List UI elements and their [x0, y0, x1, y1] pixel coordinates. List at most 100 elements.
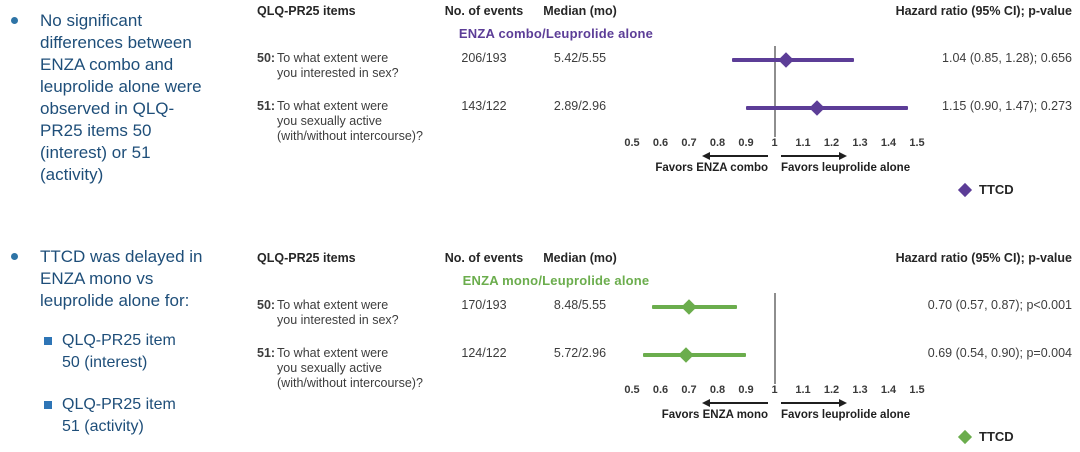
- axis-tick-label: 0.6: [652, 384, 669, 396]
- arrow-shaft: [781, 402, 841, 404]
- axis-tick-label: 1.2: [823, 384, 840, 396]
- column-header-median: Median (mo): [543, 251, 617, 265]
- square-bullet-icon: [44, 401, 52, 409]
- forest-panel: QLQ-PR25 items No. of events Median (mo) Ha…: [0, 0, 1080, 205]
- row-item-label: 51: To what extent were you sexually acti…: [257, 99, 467, 144]
- row-item-number: 51:: [257, 99, 276, 113]
- bullet-no-significant-differences: No significant differences between ENZA …: [40, 11, 202, 184]
- row-events-value: 124/122: [461, 346, 507, 360]
- hazard-ratio-diamond-icon: [681, 299, 697, 315]
- axis-tick-label: 0.5: [624, 137, 640, 149]
- row-events-value: 206/193: [461, 51, 507, 65]
- favors-right-group: Favors leuprolide alone: [781, 152, 981, 174]
- sub-bullet-item-51: QLQ-PR25 item 51 (activity): [62, 396, 176, 435]
- row-item-number: 50:: [257, 51, 276, 65]
- ttcd-legend: TTCD: [957, 429, 1014, 444]
- row-item-question: To what extent were you interested in se…: [277, 298, 399, 327]
- favors-right-arrow-icon: [781, 152, 847, 160]
- axis-tick-label: 1.1: [795, 384, 811, 396]
- favors-left-group: Favors ENZA combo: [568, 152, 768, 174]
- axis-tick-label: 0.7: [681, 384, 697, 396]
- row-median-value: 2.89/2.96: [553, 99, 607, 113]
- reference-line: [773, 293, 776, 384]
- favors-right-label: Favors leuprolide alone: [781, 409, 911, 421]
- bullet-dot-icon: [11, 17, 18, 24]
- comparison-subtitle: ENZA mono/Leuprolide alone: [462, 273, 650, 288]
- arrow-head: [839, 399, 847, 407]
- row-item-label: 50: To what extent were you interested in…: [257, 298, 467, 328]
- confidence-interval-line: [746, 106, 909, 110]
- row-events-value: 170/193: [461, 298, 507, 312]
- axis-tick-label: 1.2: [823, 137, 840, 149]
- axis-tick-label: 1.5: [909, 384, 925, 396]
- reference-line: [773, 46, 776, 137]
- row-hazard-ratio-value: 1.04 (0.85, 1.28); 0.656: [942, 51, 1072, 65]
- axis-tick-label: 0.5: [624, 384, 640, 396]
- axis-tick-label: 1: [771, 137, 778, 149]
- arrow-shaft: [781, 155, 841, 157]
- bullet-dot-icon: [11, 253, 18, 260]
- column-header-hazard-ratio: Hazard ratio (95% CI); p-value: [895, 4, 1072, 18]
- axis-tick-label: 1.5: [909, 137, 925, 149]
- row-item-label: 50: To what extent were you interested in…: [257, 51, 467, 81]
- column-header-events: No. of events: [444, 251, 524, 265]
- hazard-ratio-diamond-icon: [809, 100, 826, 116]
- row-item-number: 50:: [257, 298, 276, 312]
- row-events-value: 143/122: [461, 99, 507, 113]
- axis-tick-label: 1.4: [880, 137, 897, 149]
- axis-tick-label: 1.4: [880, 384, 897, 396]
- comparison-subtitle: ENZA combo/Leuprolide alone: [458, 26, 654, 41]
- axis-tick-label: 1.3: [852, 384, 868, 396]
- axis-tick-label: 1: [771, 384, 778, 396]
- row-median-value: 5.42/5.55: [553, 51, 607, 65]
- row-item-question: To what extent were you sexually active …: [277, 99, 423, 143]
- column-header-median: Median (mo): [543, 4, 617, 18]
- column-header-items: QLQ-PR25 items: [257, 251, 356, 265]
- arrow-head: [839, 152, 847, 160]
- axis-tick-label: 0.8: [709, 384, 726, 396]
- favors-left-group: Favors ENZA mono: [568, 399, 768, 421]
- row-item-question: To what extent were you interested in se…: [277, 51, 399, 80]
- arrow-head: [702, 399, 710, 407]
- arrow-shaft: [708, 402, 768, 404]
- favors-left-arrow-icon: [702, 152, 768, 160]
- axis-tick-label: 0.8: [709, 137, 726, 149]
- favors-left-label: Favors ENZA mono: [661, 409, 768, 421]
- ttcd-legend-label: TTCD: [979, 182, 1014, 197]
- column-header-events: No. of events: [444, 4, 524, 18]
- axis-tick-label: 1.3: [852, 137, 868, 149]
- confidence-interval-line: [643, 353, 746, 357]
- hazard-ratio-diamond-icon: [778, 52, 794, 68]
- row-item-question: To what extent were you sexually active …: [277, 346, 423, 390]
- row-median-value: 8.48/5.55: [553, 298, 607, 312]
- favors-left-label: Favors ENZA combo: [655, 162, 768, 174]
- axis-tick-label: 1.1: [795, 137, 811, 149]
- ttcd-diamond-icon: [957, 429, 973, 444]
- bullet-ttcd-delayed: TTCD was delayed in ENZA mono vs leuprol…: [40, 247, 203, 310]
- axis-tick-label: 0.9: [738, 384, 754, 396]
- column-header-items: QLQ-PR25 items: [257, 4, 356, 18]
- favors-right-group: Favors leuprolide alone: [781, 399, 981, 421]
- ttcd-diamond-icon: [957, 182, 973, 197]
- axis-tick-label: 0.9: [738, 137, 754, 149]
- row-hazard-ratio-value: 0.70 (0.57, 0.87); p<0.001: [927, 298, 1072, 312]
- ttcd-legend: TTCD: [957, 182, 1014, 197]
- row-item-number: 51:: [257, 346, 276, 360]
- axis-tick-label: 0.6: [652, 137, 669, 149]
- arrow-shaft: [708, 155, 768, 157]
- ttcd-legend-label: TTCD: [979, 429, 1014, 444]
- column-header-hazard-ratio: Hazard ratio (95% CI); p-value: [895, 251, 1072, 265]
- sub-bullet-item-50: QLQ-PR25 item 50 (interest): [62, 332, 176, 371]
- row-item-label: 51: To what extent were you sexually acti…: [257, 346, 467, 391]
- row-hazard-ratio-value: 1.15 (0.90, 1.47); 0.273: [942, 99, 1072, 113]
- hazard-ratio-diamond-icon: [678, 347, 694, 363]
- arrow-head: [702, 152, 710, 160]
- forest-panel: QLQ-PR25 items No. of events Median (mo) Ha…: [0, 247, 1080, 452]
- axis-tick-label: 0.7: [681, 137, 697, 149]
- favors-right-arrow-icon: [781, 399, 847, 407]
- square-bullet-icon: [44, 337, 52, 345]
- favors-right-label: Favors leuprolide alone: [781, 162, 911, 174]
- row-median-value: 5.72/2.96: [553, 346, 607, 360]
- row-hazard-ratio-value: 0.69 (0.54, 0.90); p=0.004: [927, 346, 1072, 360]
